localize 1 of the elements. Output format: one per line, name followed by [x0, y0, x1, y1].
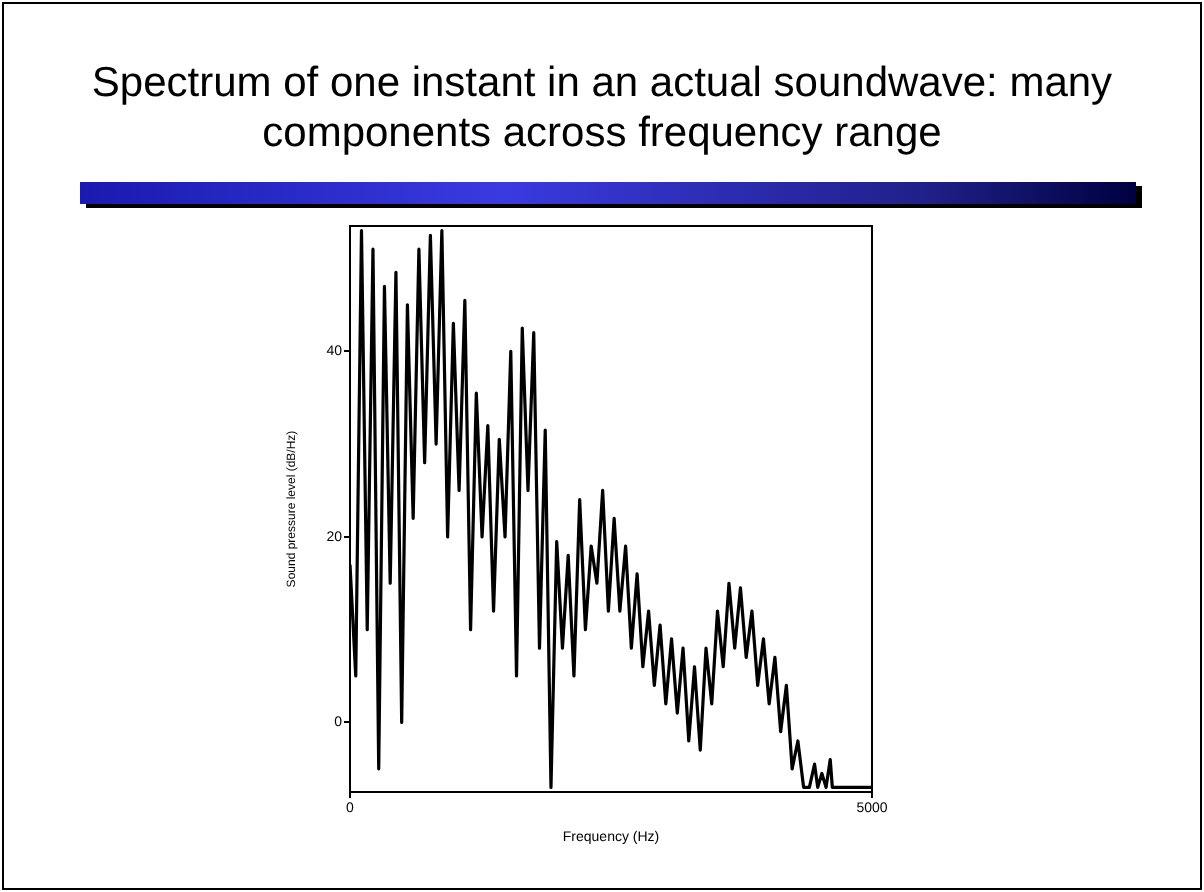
chart-title: Spectrum of one instant in an actual soundwave: many components across frequency range	[89, 58, 1115, 158]
